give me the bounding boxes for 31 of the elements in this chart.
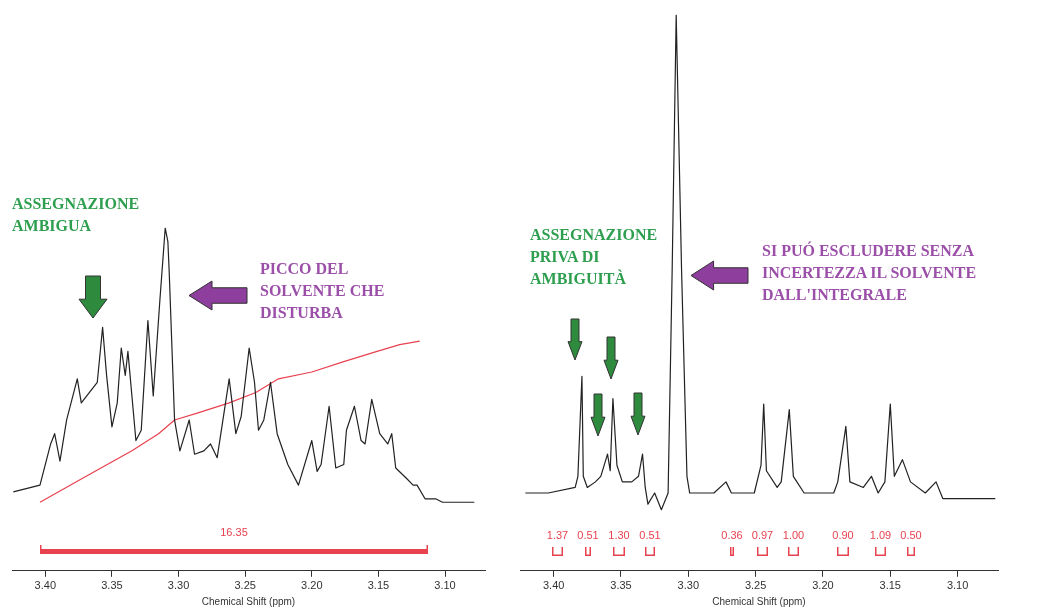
annotation: 1.00	[782, 529, 805, 542]
x-tick-label: 3.10	[946, 579, 969, 592]
annotation: 1.09	[869, 529, 892, 542]
x-tick-label: 3.15	[879, 579, 901, 592]
x-tick-label: 3.30	[167, 579, 190, 592]
annotation: 0.51	[577, 529, 599, 542]
annotation: 0.50	[900, 529, 922, 542]
x-tick-label: 3.25	[744, 579, 767, 592]
annotation: ASSEGNAZIONE AMBIGUA	[12, 194, 140, 236]
x-tick-label: 3.15	[367, 579, 390, 592]
x-tick-label: 3.10	[434, 579, 456, 592]
annotation: 16.35	[220, 526, 248, 539]
x-axis-title: Chemical Shift (ppm)	[712, 595, 806, 607]
annotation: 0.51	[639, 529, 661, 542]
x-tick-label: 3.20	[301, 579, 323, 592]
x-tick-label: 3.20	[812, 579, 834, 592]
x-tick-label: 3.40	[542, 579, 565, 592]
annotation: PICCO DEL SOLVENTE CHE DISTURBA	[260, 259, 385, 323]
x-tick-label: 3.35	[101, 579, 123, 592]
x-axis-title: Chemical Shift (ppm)	[201, 595, 296, 607]
x-tick-label: 3.35	[610, 579, 632, 592]
x-tick-label: 3.30	[677, 579, 700, 592]
annotation: 1.30	[608, 529, 630, 542]
annotation: ASSEGNAZIONE PRIVA DI AMBIGUITÀ	[530, 225, 658, 289]
x-tick-label: 3.40	[34, 579, 57, 592]
annotation: 0.90	[832, 529, 854, 542]
annotation: SI PUÓ ESCLUDERE SENZA INCERTEZZA IL SOLVENTE DALL'INTEGRALE	[762, 240, 977, 305]
annotation: 0.36	[721, 529, 743, 542]
annotation: 1.37	[546, 529, 569, 542]
x-tick-label: 3.25	[234, 579, 256, 592]
annotation: 0.97	[751, 529, 774, 542]
